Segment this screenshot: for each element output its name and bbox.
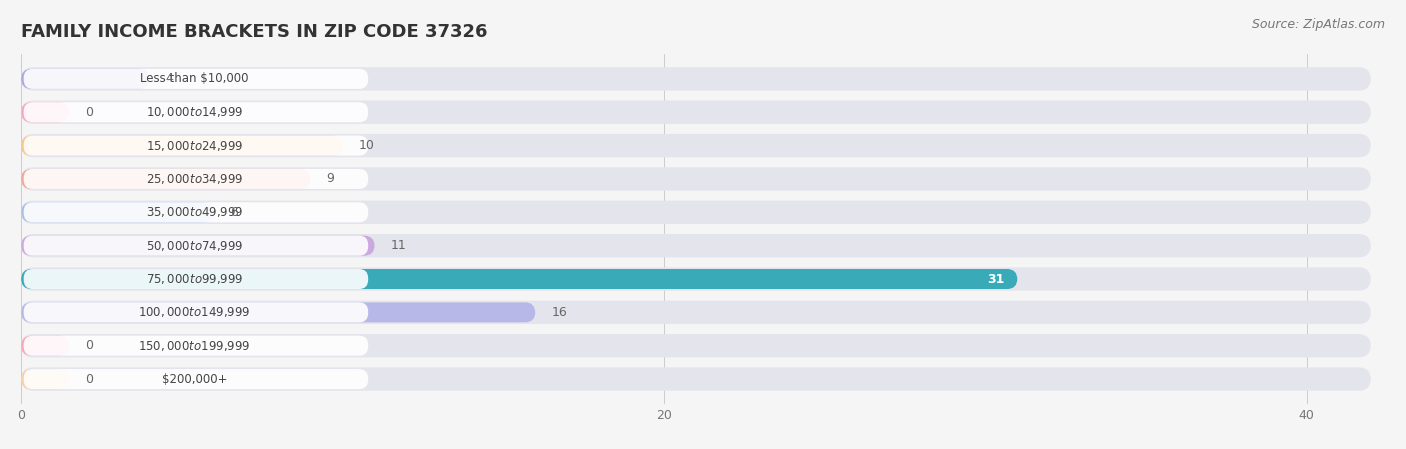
- FancyBboxPatch shape: [24, 102, 368, 122]
- Text: 10: 10: [359, 139, 374, 152]
- FancyBboxPatch shape: [21, 234, 1371, 257]
- Text: 0: 0: [86, 106, 93, 119]
- Text: $75,000 to $99,999: $75,000 to $99,999: [146, 272, 243, 286]
- Text: $150,000 to $199,999: $150,000 to $199,999: [138, 339, 250, 353]
- FancyBboxPatch shape: [21, 267, 1371, 291]
- FancyBboxPatch shape: [21, 67, 1371, 91]
- Text: $100,000 to $149,999: $100,000 to $149,999: [138, 305, 250, 319]
- FancyBboxPatch shape: [21, 101, 1371, 124]
- FancyBboxPatch shape: [21, 236, 374, 255]
- Text: Less than $10,000: Less than $10,000: [141, 72, 249, 85]
- FancyBboxPatch shape: [21, 136, 343, 156]
- FancyBboxPatch shape: [21, 301, 1371, 324]
- FancyBboxPatch shape: [24, 302, 368, 322]
- Text: 6: 6: [231, 206, 238, 219]
- FancyBboxPatch shape: [21, 369, 69, 389]
- FancyBboxPatch shape: [21, 69, 149, 89]
- Text: 0: 0: [86, 373, 93, 386]
- Text: $15,000 to $24,999: $15,000 to $24,999: [146, 139, 243, 153]
- Text: FAMILY INCOME BRACKETS IN ZIP CODE 37326: FAMILY INCOME BRACKETS IN ZIP CODE 37326: [21, 23, 488, 41]
- FancyBboxPatch shape: [24, 336, 368, 356]
- Text: $10,000 to $14,999: $10,000 to $14,999: [146, 105, 243, 119]
- Text: 9: 9: [326, 172, 335, 185]
- FancyBboxPatch shape: [21, 202, 214, 222]
- Text: Source: ZipAtlas.com: Source: ZipAtlas.com: [1251, 18, 1385, 31]
- FancyBboxPatch shape: [24, 236, 368, 255]
- FancyBboxPatch shape: [21, 336, 69, 356]
- FancyBboxPatch shape: [21, 167, 1371, 191]
- FancyBboxPatch shape: [24, 136, 368, 156]
- Text: 11: 11: [391, 239, 406, 252]
- FancyBboxPatch shape: [21, 302, 536, 322]
- Text: 0: 0: [86, 339, 93, 352]
- FancyBboxPatch shape: [24, 202, 368, 222]
- FancyBboxPatch shape: [21, 102, 69, 122]
- FancyBboxPatch shape: [21, 169, 311, 189]
- FancyBboxPatch shape: [24, 169, 368, 189]
- Text: $200,000+: $200,000+: [162, 373, 228, 386]
- Text: $25,000 to $34,999: $25,000 to $34,999: [146, 172, 243, 186]
- Text: 16: 16: [551, 306, 567, 319]
- FancyBboxPatch shape: [21, 367, 1371, 391]
- FancyBboxPatch shape: [21, 269, 1018, 289]
- Text: $50,000 to $74,999: $50,000 to $74,999: [146, 239, 243, 253]
- FancyBboxPatch shape: [21, 134, 1371, 157]
- FancyBboxPatch shape: [24, 269, 368, 289]
- FancyBboxPatch shape: [21, 334, 1371, 357]
- Text: 4: 4: [166, 72, 173, 85]
- Text: 31: 31: [987, 273, 1004, 286]
- FancyBboxPatch shape: [24, 69, 368, 89]
- FancyBboxPatch shape: [21, 201, 1371, 224]
- FancyBboxPatch shape: [24, 369, 368, 389]
- Text: $35,000 to $49,999: $35,000 to $49,999: [146, 205, 243, 219]
